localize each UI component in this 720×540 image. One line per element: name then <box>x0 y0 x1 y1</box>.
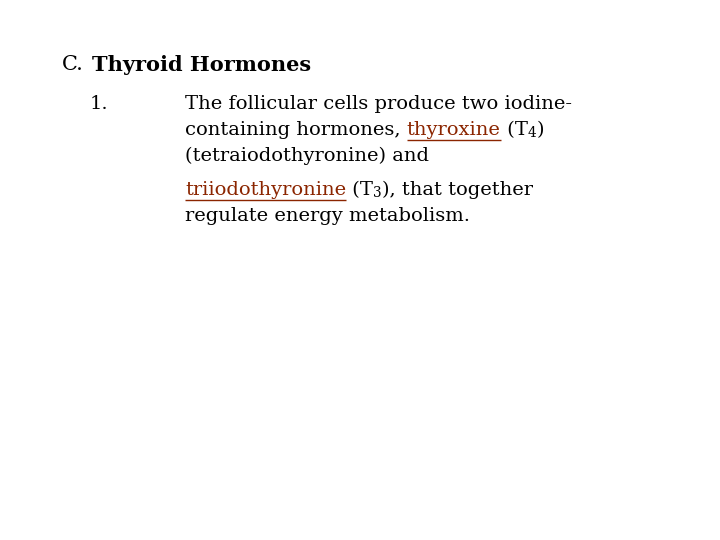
Text: 1.: 1. <box>90 95 109 113</box>
Text: regulate energy metabolism.: regulate energy metabolism. <box>185 207 470 225</box>
Text: C.: C. <box>62 55 84 74</box>
Text: ), that together: ), that together <box>382 181 533 199</box>
Text: ): ) <box>536 121 544 139</box>
Text: triiodothyronine: triiodothyronine <box>185 181 346 199</box>
Text: thyroxine: thyroxine <box>407 121 500 139</box>
Text: 3: 3 <box>373 186 382 200</box>
Text: Thyroid Hormones: Thyroid Hormones <box>92 55 311 75</box>
Text: (T: (T <box>500 121 528 139</box>
Text: containing hormones,: containing hormones, <box>185 121 407 139</box>
Text: (T: (T <box>346 181 373 199</box>
Text: (tetraiodothyronine) and: (tetraiodothyronine) and <box>185 147 429 165</box>
Text: C.: C. <box>62 55 84 74</box>
Text: The follicular cells produce two iodine-: The follicular cells produce two iodine- <box>185 95 572 113</box>
Text: 4: 4 <box>528 126 536 140</box>
